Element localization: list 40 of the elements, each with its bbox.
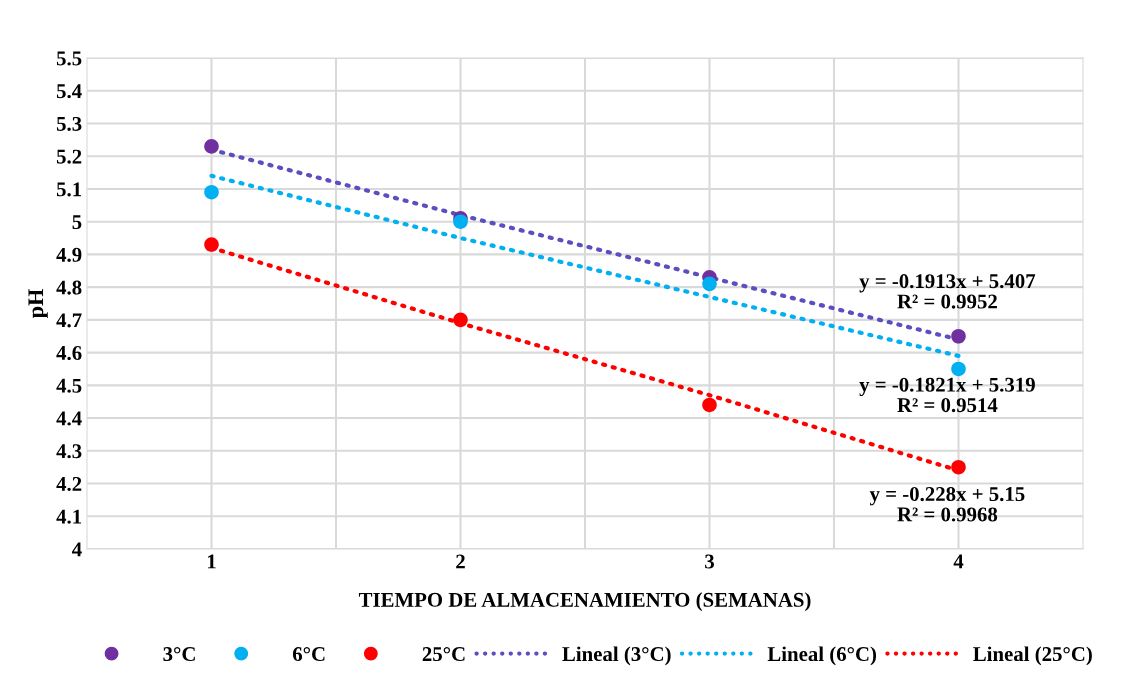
legend-label: Lineal (6°C)	[767, 646, 877, 666]
legend-label: Lineal (3°C)	[562, 646, 671, 666]
point	[204, 184, 219, 200]
point	[453, 312, 468, 328]
y-tick-label: 5.3	[56, 116, 82, 131]
legend-label: 6°C	[292, 647, 325, 662]
y-tick-label: 4.9	[56, 247, 82, 262]
y-tick-label: 4.7	[56, 313, 82, 328]
annotation: y = -0.228x + 5.15 R² = 0.9968	[869, 486, 1025, 522]
y-tick-label: 4.2	[56, 476, 82, 492]
point	[702, 276, 717, 292]
legend-label: 3°C	[163, 647, 195, 662]
y-tick-label: 4.3	[56, 444, 82, 459]
y-tick-label: 4.8	[56, 280, 82, 295]
annotation: y = -0.1821x + 5.319 R² = 0.9514	[859, 377, 1035, 413]
y-tick-label: 5.1	[56, 182, 82, 197]
x-axis-title: TIEMPO DE ALMACENAMIENTO (SEMANAS)	[358, 592, 811, 612]
y-tick-label: 4.4	[56, 411, 82, 426]
y-tick-label: 4.5	[56, 378, 82, 393]
y-tick-label: 5	[72, 215, 82, 230]
annotation: y = -0.1913x + 5.407 R² = 0.9952	[859, 274, 1036, 309]
y-axis-title: pH	[28, 289, 48, 319]
y-tick-label: 5.4	[56, 84, 82, 99]
y-tick-label: 4	[72, 542, 82, 557]
x-tick-label: 2	[456, 554, 465, 569]
legend-label: 25°C	[422, 647, 465, 662]
point	[951, 459, 966, 475]
point	[951, 328, 966, 344]
y-tick-label: 5.2	[56, 149, 82, 164]
y-tick-label: 5.5	[56, 51, 82, 66]
point	[204, 237, 219, 252]
y-tick-label: 4.1	[56, 509, 82, 524]
x-tick-label: 4	[953, 554, 964, 569]
x-tick-label: 1	[207, 554, 216, 569]
point	[204, 139, 219, 154]
point	[951, 361, 966, 377]
legend-label: Lineal (25°C)	[973, 646, 1092, 666]
point	[702, 397, 717, 413]
y-tick-label: 4.6	[56, 346, 82, 361]
x-tick-label: 3	[705, 554, 714, 569]
